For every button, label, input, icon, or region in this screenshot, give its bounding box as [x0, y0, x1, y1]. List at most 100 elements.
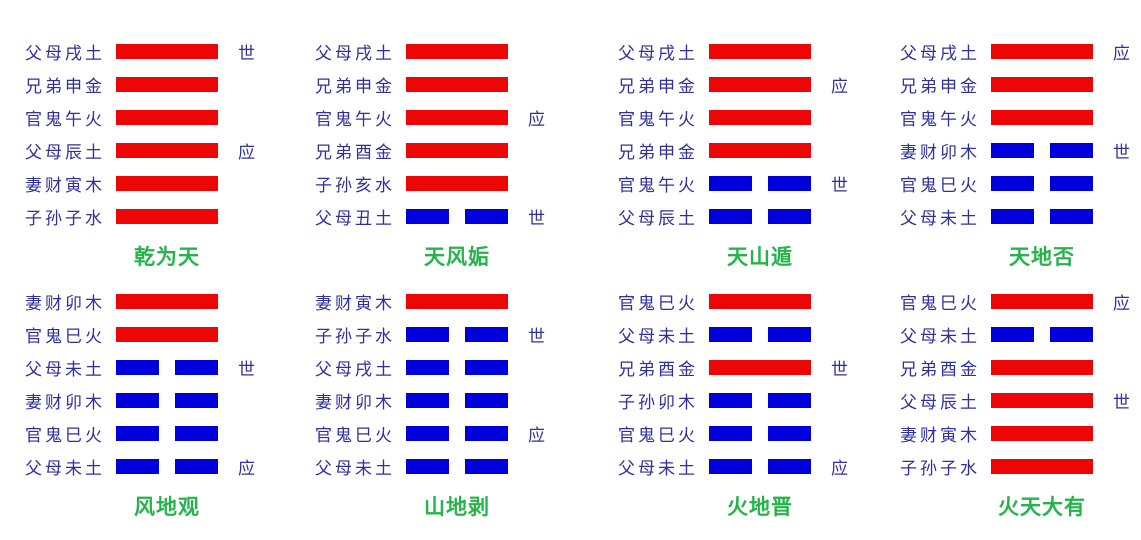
line-label: 子孙子水 [315, 327, 395, 347]
hexagram-line: 父母未土 世 [25, 351, 290, 384]
hexagram-lines: 妻财寅木 子孙子水 世 父母戌土 妻财卯木 官鬼巳火 应 父母未土 [315, 285, 580, 483]
line-label: 兄弟酉金 [618, 360, 698, 380]
hexagram-title: 乾为天 [134, 245, 200, 269]
yang-line-bar [709, 360, 811, 375]
shi-marker: 世 [831, 360, 848, 380]
hexagram-line: 兄弟酉金 [900, 351, 1141, 384]
line-label: 兄弟申金 [900, 77, 980, 97]
hexagram-line: 父母戌土 世 [25, 35, 290, 68]
hexagram-line: 兄弟申金 应 [618, 68, 860, 101]
line-label: 子孙子水 [25, 209, 105, 229]
hexagram-lines: 官鬼巳火 应 父母未土 兄弟酉金 父母辰土 世 妻财寅木 子孙子水 [900, 285, 1141, 483]
line-label: 子孙子水 [900, 459, 980, 479]
line-label: 兄弟申金 [315, 77, 395, 97]
hexagram-title: 火地晋 [727, 495, 793, 519]
hexagram-line: 妻财寅木 [25, 167, 290, 200]
line-label: 父母未土 [618, 327, 698, 347]
line-label: 官鬼巳火 [315, 426, 395, 446]
hexagram-card: 父母戌土 兄弟申金 官鬼午火 应 兄弟酉金 子孙亥水 父母丑土 世 天风姤 [290, 35, 580, 285]
ying-marker: 应 [238, 459, 255, 479]
line-label: 兄弟申金 [618, 77, 698, 97]
yang-line-bar [709, 77, 811, 92]
yang-line-bar [709, 294, 811, 309]
hexagram-line: 官鬼巳火 [900, 167, 1141, 200]
line-label: 父母未土 [900, 327, 980, 347]
hexagram-line: 官鬼巳火 应 [900, 285, 1141, 318]
hexagram-line: 子孙子水 世 [315, 318, 580, 351]
yin-line-bar [116, 360, 218, 375]
line-label: 父母戌土 [25, 44, 105, 64]
hexagram-line: 妻财卯木 世 [900, 134, 1141, 167]
yang-line-bar [116, 143, 218, 158]
yang-line-bar [991, 459, 1093, 474]
ying-marker: 应 [1113, 294, 1130, 314]
hexagram-line: 父母戌土 [618, 35, 860, 68]
hexagram-line: 父母未土 [618, 318, 860, 351]
yin-line-bar [709, 176, 811, 191]
line-label: 父母未土 [618, 459, 698, 479]
hexagram-card: 妻财卯木 官鬼巳火 父母未土 世 妻财卯木 官鬼巳火 父母未土 应 风地观 [0, 285, 290, 535]
line-label: 兄弟酉金 [315, 143, 395, 163]
hexagram-line: 父母未土 [900, 200, 1141, 233]
yang-line-bar [116, 44, 218, 59]
hexagram-line: 父母辰土 世 [900, 384, 1141, 417]
hexagram-line: 官鬼巳火 [618, 285, 860, 318]
hexagram-lines: 妻财卯木 官鬼巳火 父母未土 世 妻财卯木 官鬼巳火 父母未土 应 [25, 285, 290, 483]
hexagram-line: 妻财卯木 [315, 384, 580, 417]
hexagram-line: 官鬼午火 [618, 101, 860, 134]
yang-line-bar [406, 176, 508, 191]
yin-line-bar [709, 459, 811, 474]
yang-line-bar [116, 327, 218, 342]
hexagram-line: 父母戌土 [315, 351, 580, 384]
shi-marker: 世 [238, 360, 255, 380]
line-label: 兄弟申金 [25, 77, 105, 97]
hexagram-line: 兄弟申金 [900, 68, 1141, 101]
yin-line-bar [709, 393, 811, 408]
hexagram-line: 官鬼巳火 [25, 318, 290, 351]
yin-line-bar [709, 426, 811, 441]
yang-line-bar [406, 77, 508, 92]
line-label: 父母未土 [25, 459, 105, 479]
hexagram-title: 山地剥 [424, 495, 490, 519]
hexagram-line: 父母辰土 应 [25, 134, 290, 167]
yin-line-bar [406, 426, 508, 441]
yang-line-bar [116, 77, 218, 92]
hexagram-line: 官鬼巳火 [618, 417, 860, 450]
yang-line-bar [991, 294, 1093, 309]
hexagram-line: 父母未土 应 [25, 450, 290, 483]
hexagram-title: 风地观 [134, 495, 200, 519]
ying-marker: 应 [831, 77, 848, 97]
shi-marker: 世 [1113, 143, 1130, 163]
yin-line-bar [116, 393, 218, 408]
yin-line-bar [406, 209, 508, 224]
hexagram-card: 父母戌土 世 兄弟申金 官鬼午火 父母辰土 应 妻财寅木 子孙子水 乾为天 [0, 35, 290, 285]
hexagram-line: 兄弟酉金 世 [618, 351, 860, 384]
line-label: 官鬼午火 [25, 110, 105, 130]
yang-line-bar [116, 110, 218, 125]
line-label: 子孙卯木 [618, 393, 698, 413]
yin-line-bar [991, 209, 1093, 224]
yang-line-bar [991, 77, 1093, 92]
line-label: 父母戌土 [315, 360, 395, 380]
line-label: 官鬼午火 [900, 110, 980, 130]
hexagram-title: 天风姤 [424, 245, 490, 269]
yin-line-bar [709, 209, 811, 224]
yang-line-bar [991, 110, 1093, 125]
shi-marker: 世 [528, 327, 545, 347]
line-label: 父母辰土 [900, 393, 980, 413]
line-label: 父母辰土 [25, 143, 105, 163]
yang-line-bar [406, 110, 508, 125]
hexagram-line: 官鬼巳火 [25, 417, 290, 450]
hexagram-line: 妻财寅木 [315, 285, 580, 318]
hexagram-line: 父母丑土 世 [315, 200, 580, 233]
line-label: 父母戌土 [900, 44, 980, 64]
hexagram-line: 兄弟申金 [315, 68, 580, 101]
line-label: 官鬼巳火 [900, 294, 980, 314]
hexagram-line: 父母未土 [900, 318, 1141, 351]
line-label: 父母未土 [315, 459, 395, 479]
hexagram-card: 父母戌土 兄弟申金 应 官鬼午火 兄弟申金 官鬼午火 世 父母辰土 天山遁 [580, 35, 860, 285]
line-label: 官鬼午火 [315, 110, 395, 130]
hexagram-lines: 官鬼巳火 父母未土 兄弟酉金 世 子孙卯木 官鬼巳火 父母未土 应 [618, 285, 860, 483]
hexagram-line: 子孙子水 [25, 200, 290, 233]
